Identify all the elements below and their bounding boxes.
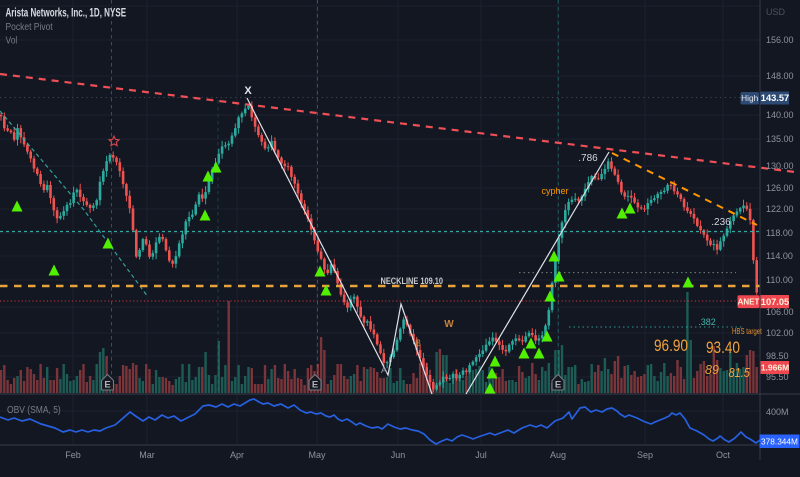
svg-text:Jul: Jul [475,450,487,460]
svg-text:High: High [741,93,758,103]
svg-text:1.966M: 1.966M [761,363,789,373]
svg-text:106.00: 106.00 [766,307,794,317]
svg-text:102.00: 102.00 [766,328,794,338]
svg-text:Apr: Apr [230,450,244,460]
svg-text:HBS target: HBS target [732,326,762,336]
svg-text:X: X [244,85,252,97]
svg-text:A: A [381,365,387,375]
svg-text:400M: 400M [766,407,789,417]
svg-text:Oct: Oct [716,450,731,460]
svg-text:96.90: 96.90 [654,337,688,356]
svg-text:cypher: cypher [541,186,568,196]
svg-text:110.00: 110.00 [766,275,793,285]
svg-text:378.344M: 378.344M [761,436,798,446]
svg-text:E: E [555,380,561,391]
svg-text:E: E [312,380,318,391]
svg-text:107.05: 107.05 [761,297,789,307]
svg-text:148.00: 148.00 [766,71,794,81]
svg-text:81.5: 81.5 [729,366,751,380]
svg-text:118.00: 118.00 [766,228,793,238]
svg-text:93.40: 93.40 [706,339,740,358]
svg-text:USD: USD [766,7,786,17]
svg-text:Aug: Aug [550,450,566,460]
svg-text:122.00: 122.00 [766,204,794,214]
svg-text:Arista Networks, Inc., 1D, NYS: Arista Networks, Inc., 1D, NYSE [6,7,127,20]
svg-text:.786: .786 [578,153,598,164]
svg-text:89: 89 [705,363,719,377]
svg-text:ANET: ANET [738,298,760,307]
svg-text:135.00: 135.00 [766,134,794,144]
svg-text:.236: .236 [711,217,731,228]
svg-text:Feb: Feb [65,450,81,460]
svg-text:140.00: 140.00 [766,110,794,120]
svg-text:NECKLINE 109.10: NECKLINE 109.10 [381,275,444,286]
svg-text:95.50: 95.50 [766,372,789,382]
svg-text:Jun: Jun [391,450,406,460]
svg-text:W: W [444,319,454,330]
svg-text:E: E [104,380,110,391]
svg-text:114.00: 114.00 [766,251,793,261]
svg-text:Vol: Vol [6,35,18,46]
svg-text:98.50: 98.50 [766,351,789,361]
svg-text:May: May [308,450,326,460]
svg-text:Pocket Pivot: Pocket Pivot [6,21,54,32]
svg-text:143.57: 143.57 [761,93,789,103]
svg-text:Mar: Mar [139,450,155,460]
svg-text:126.00: 126.00 [766,183,794,193]
svg-text:156.00: 156.00 [766,35,794,45]
svg-text:.382: .382 [698,317,716,327]
svg-text:B: B [415,338,421,348]
svg-text:OBV (SMA, 5): OBV (SMA, 5) [7,404,61,415]
svg-text:Sep: Sep [637,450,653,460]
svg-text:130.00: 130.00 [766,161,794,171]
